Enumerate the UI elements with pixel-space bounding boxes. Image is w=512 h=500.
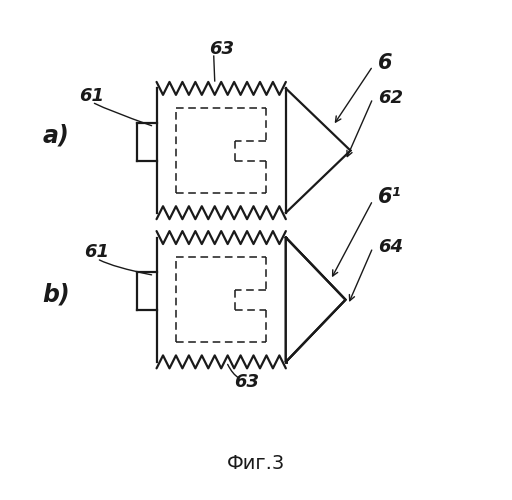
Text: Фиг.3: Фиг.3 [227, 454, 285, 473]
Text: 6¹: 6¹ [378, 187, 401, 207]
Text: 61: 61 [79, 87, 104, 105]
Text: 63: 63 [233, 372, 259, 390]
Polygon shape [286, 238, 346, 362]
Text: 63: 63 [209, 40, 234, 58]
Text: 61: 61 [84, 244, 110, 262]
Text: 62: 62 [378, 90, 403, 108]
Text: 6: 6 [378, 52, 392, 72]
Text: a): a) [42, 124, 69, 148]
FancyArrowPatch shape [228, 364, 239, 378]
FancyArrowPatch shape [94, 104, 152, 126]
FancyArrowPatch shape [99, 260, 152, 275]
Text: b): b) [42, 283, 70, 306]
Text: 64: 64 [378, 238, 403, 256]
